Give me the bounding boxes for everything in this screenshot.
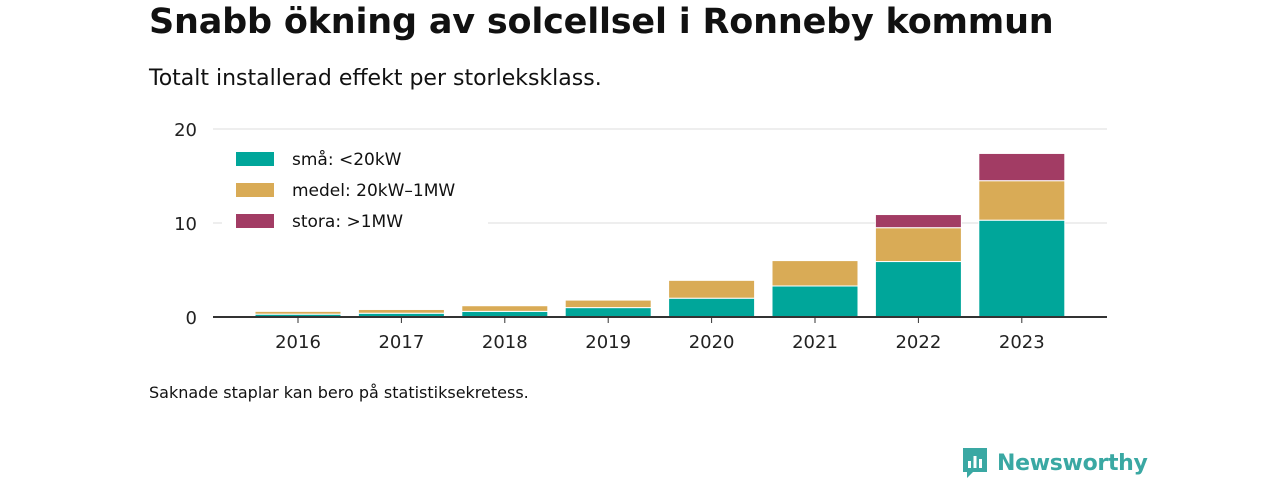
legend-label: medel: 20kW–1MW xyxy=(292,181,455,201)
y-tick-label: 20 xyxy=(174,120,197,141)
bar-segment[interactable] xyxy=(978,152,1066,182)
x-tick-label: 2017 xyxy=(378,332,424,353)
y-tick-label: 0 xyxy=(186,308,197,329)
brand-name: Newsworthy xyxy=(997,450,1148,476)
bar-segment[interactable] xyxy=(874,261,962,318)
x-tick-label: 2019 xyxy=(585,332,631,353)
bar-segment[interactable] xyxy=(254,310,342,315)
bar-segment[interactable] xyxy=(978,219,1066,318)
bar-segment[interactable] xyxy=(771,285,859,318)
bar-segment[interactable] xyxy=(357,308,445,314)
bar-segment[interactable] xyxy=(461,305,549,312)
stacked-bar-chart: 0 10 20 2016 2017 2018 2019 2020 2021 2022 2023 sm… xyxy=(174,120,1107,353)
y-tick-label: 10 xyxy=(174,214,197,235)
chart-title: Snabb ökning av solcellsel i Ronneby kom… xyxy=(149,2,1054,42)
legend-label: små: <20kW xyxy=(292,149,402,170)
x-tick-label: 2022 xyxy=(895,332,941,353)
footnote: Saknade staplar kan bero på statistiksek… xyxy=(149,383,529,402)
bar-series xyxy=(254,152,1066,318)
x-tick-label: 2016 xyxy=(275,332,321,353)
chart-subtitle: Totalt installerad effekt per storlekskl… xyxy=(149,66,602,91)
x-tick-label: 2018 xyxy=(482,332,528,353)
legend-label: stora: >1MW xyxy=(292,212,403,232)
newsworthy-logo-icon xyxy=(963,448,987,478)
bar-segment[interactable] xyxy=(564,307,652,318)
x-tick-label: 2023 xyxy=(999,332,1045,353)
legend-swatch xyxy=(236,183,274,197)
chart-axes: 0 10 20 2016 2017 2018 2019 2020 2021 2022 2023 xyxy=(174,120,1107,353)
bar-segment[interactable] xyxy=(564,299,652,309)
legend-swatch xyxy=(236,152,274,166)
x-tick-label: 2020 xyxy=(689,332,735,353)
bar-segment[interactable] xyxy=(978,180,1066,221)
bar-segment[interactable] xyxy=(668,297,756,318)
legend-swatch xyxy=(236,214,274,228)
legend: små: <20kW medel: 20kW–1MW stora: >1MW xyxy=(222,142,488,238)
x-tick-label: 2021 xyxy=(792,332,838,353)
bar-segment[interactable] xyxy=(668,279,756,299)
brand-logo[interactable]: Newsworthy xyxy=(961,446,1148,480)
bar-segment[interactable] xyxy=(874,227,962,263)
bar-segment[interactable] xyxy=(771,260,859,287)
bar-segment[interactable] xyxy=(874,214,962,229)
